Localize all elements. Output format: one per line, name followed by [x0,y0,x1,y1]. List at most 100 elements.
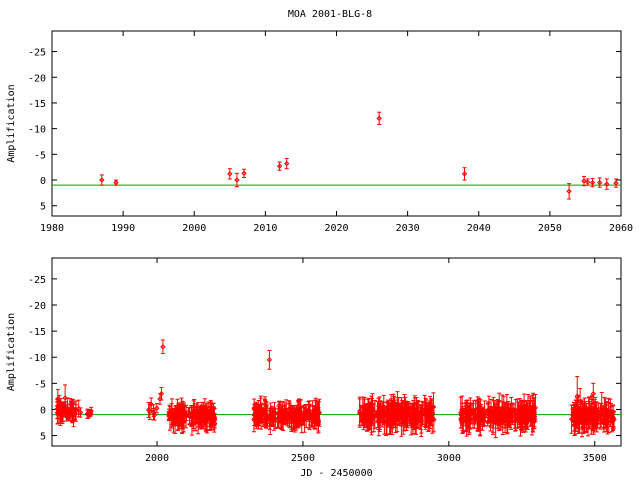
y-tick-label: -15 [28,99,46,110]
data-point [586,410,592,417]
data-point [292,414,299,420]
data-point [280,412,287,419]
data-point [258,412,265,418]
data-point [428,411,434,417]
data-point [466,416,473,423]
data-point [158,391,165,397]
data-point [87,410,93,416]
data-point [593,411,599,417]
data-point [430,404,437,410]
y-tick-label: -15 [28,327,46,338]
y-tick-label: -25 [28,48,46,59]
data-point [385,412,392,418]
data-point [522,416,528,422]
data-point [284,160,290,167]
data-point [401,406,408,413]
data-point [361,409,368,416]
data-point [390,406,397,413]
data-point [375,411,382,417]
data-point [58,407,64,413]
x-tick-label: 2040 [467,223,491,234]
data-point [362,413,369,420]
data-point [197,418,204,425]
data-point [113,179,119,186]
data-point [376,115,382,122]
data-point [601,413,607,419]
data-point [295,416,302,423]
data-point [608,408,614,414]
data-point [160,344,166,350]
data-point [589,417,596,423]
data-point [191,420,197,427]
data-point [572,408,579,415]
data-point [306,409,313,416]
data-point [412,416,419,422]
y-tick-label: -10 [28,353,46,364]
data-point [267,420,274,427]
y-tick-label: -5 [34,150,46,161]
x-tick-label: 3000 [437,453,461,464]
x-tick-label: 2060 [609,223,633,234]
data-point [301,416,308,423]
data-point [210,412,216,418]
data-point [154,405,160,411]
data-point [584,179,591,185]
data-point [69,406,76,413]
plot-frame [51,257,622,447]
data-point [394,417,400,423]
data-point [459,409,465,415]
data-point [461,171,468,177]
data-point [307,414,313,421]
data-point [610,414,616,421]
data-point [72,411,78,417]
y-tick-label: -10 [28,125,46,136]
x-axis-label: JD - 2450000 [300,468,372,479]
data-point [464,410,471,416]
data-point [488,409,495,416]
data-point [491,409,497,415]
x-tick-label: 2010 [253,223,277,234]
data-point [189,420,195,427]
data-point [408,419,414,425]
data-point [251,416,257,423]
x-tick-label: 1980 [40,223,64,234]
x-tick-label: 2030 [396,223,420,234]
data-point [266,416,273,422]
data-point [584,414,590,421]
data-point [315,418,322,425]
data-point [496,412,502,418]
data-point [581,178,587,184]
data-point [151,412,158,418]
y-axis-label: Amplification [6,84,17,162]
data-point [277,409,283,415]
data-point [175,417,182,423]
data-point [395,403,402,409]
data-point [531,410,538,416]
y-axis-label: Amplification [6,313,17,391]
x-tick-label: 3500 [583,453,607,464]
data-point [529,417,535,424]
data-point [62,395,68,401]
data-point [54,409,61,416]
data-point [360,416,366,422]
data-point [423,412,429,419]
data-point [477,420,483,426]
y-tick-label: 5 [40,202,46,213]
data-point [399,409,405,415]
x-tick-label: 1990 [111,223,135,234]
data-point [276,163,283,169]
data-point [509,411,516,417]
data-point [605,408,612,415]
data-point [596,179,603,186]
y-tick-label: -5 [34,379,46,390]
data-point [182,411,188,417]
y-tick-label: -25 [28,275,46,286]
data-point [191,408,197,414]
data-point [61,405,67,412]
data-point [196,413,203,420]
data-point [170,413,176,419]
y-tick-label: 0 [40,176,46,187]
data-point [598,408,604,414]
